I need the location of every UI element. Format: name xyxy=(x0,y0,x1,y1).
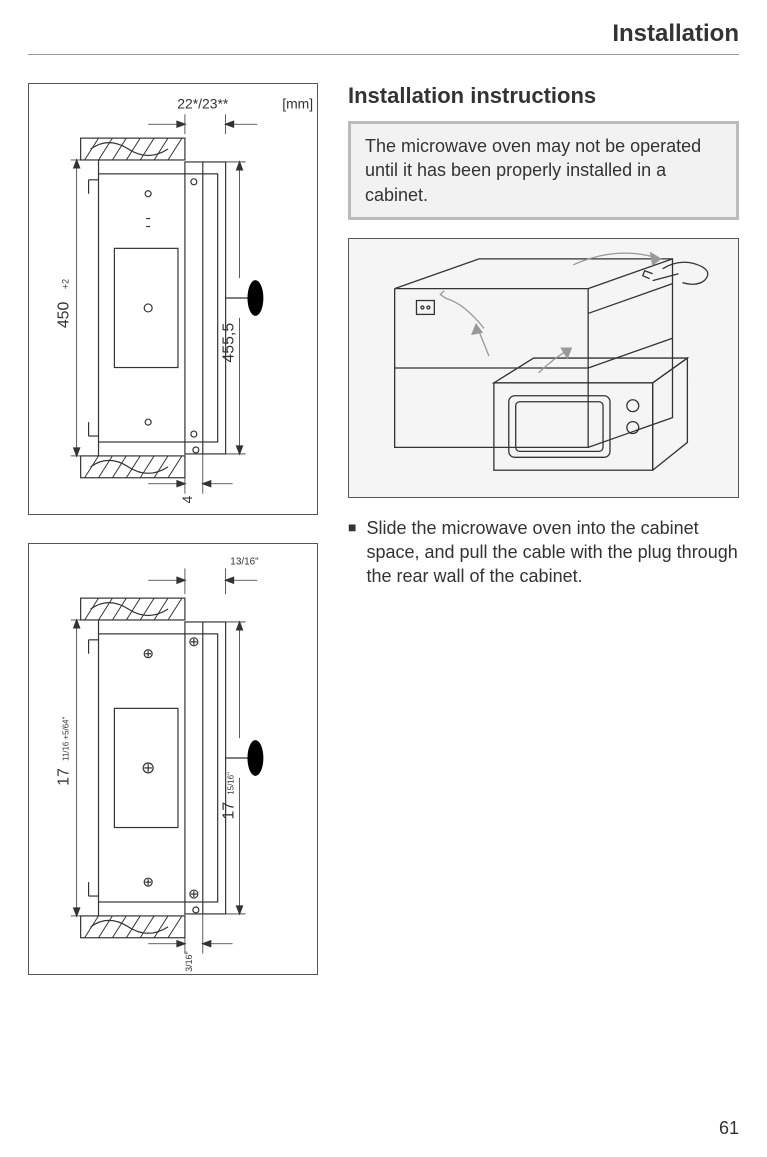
dim-top-depth-in: 13/16" xyxy=(230,556,259,567)
dim-outer-height-tol-mm: +2 xyxy=(61,279,71,289)
illustration-microwave-insert xyxy=(348,238,739,498)
dim-inner-height-in: 17 xyxy=(221,802,238,820)
diagram-mm-svg: 22*/23** [mm] xyxy=(29,84,317,514)
dim-gap-mm: 4 xyxy=(179,495,195,503)
diagram-in-svg: 13/16" xyxy=(29,544,317,974)
diagram-mm: 22*/23** [mm] xyxy=(28,83,318,515)
right-column: Installation instructions The microwave … xyxy=(348,83,739,975)
dim-gap-in: 3/16" xyxy=(184,951,194,972)
illustration-svg xyxy=(349,239,738,497)
warning-box: The microwave oven may not be operated u… xyxy=(348,121,739,220)
warning-text: The microwave oven may not be operated u… xyxy=(365,136,701,205)
dim-inner-height-frac-in: 15/16" xyxy=(227,772,236,795)
step-1: ■ Slide the microwave oven into the cabi… xyxy=(348,516,739,589)
content-area: 22*/23** [mm] xyxy=(28,83,739,975)
dim-outer-height-in: 17 xyxy=(56,768,73,786)
cabinet-bottom-hatch xyxy=(81,456,185,478)
page-number: 61 xyxy=(719,1118,739,1139)
section-title: Installation instructions xyxy=(348,83,739,109)
diagram-inches: 13/16" xyxy=(28,543,318,975)
dim-top-depth-mm: 22*/23** xyxy=(177,95,229,111)
page-title: Installation xyxy=(612,20,739,47)
dim-inner-height-mm: 455,5 xyxy=(221,323,238,363)
dim-outer-height-frac-in: 11/16 +5/64" xyxy=(62,716,71,761)
unit-label-mm: [mm] xyxy=(282,95,313,111)
dim-outer-height-mm: 450 xyxy=(56,301,73,328)
step-1-text: Slide the microwave oven into the cabine… xyxy=(366,516,739,589)
page-header: Installation xyxy=(28,20,739,55)
cabinet-top-hatch xyxy=(81,138,185,160)
microwave-icon xyxy=(494,358,688,470)
bullet-icon: ■ xyxy=(348,516,356,589)
left-column: 22*/23** [mm] xyxy=(28,83,318,975)
